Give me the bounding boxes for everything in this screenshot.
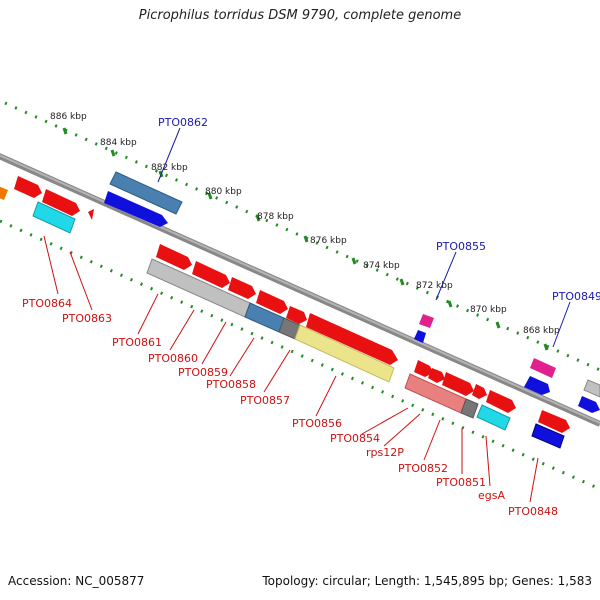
gene-label: PTO0849 xyxy=(552,290,600,303)
band-cyan xyxy=(32,201,76,234)
gene-red xyxy=(472,384,487,399)
gene-label: PTO0848 xyxy=(508,505,558,518)
gene-orange xyxy=(0,186,8,200)
label-leaders-bottom xyxy=(43,235,539,503)
genome-stats-label: Topology: circular; Length: 1,545,895 bp… xyxy=(262,574,592,588)
band-steelblue xyxy=(109,171,183,215)
scale-ticks xyxy=(62,127,549,351)
scale-label: 876 kbp xyxy=(310,236,347,246)
gene-label: PTO0862 xyxy=(158,116,208,129)
gene-labels-bottom: PTO0864 PTO0863 PTO0861 PTO0860 PTO0859 … xyxy=(22,297,558,518)
gene-label: PTO0859 xyxy=(178,366,228,379)
scale-label: 880 kbp xyxy=(205,187,242,197)
gene-red xyxy=(306,313,398,365)
gene-label: PTO0858 xyxy=(206,378,256,391)
scale-label: 878 kbp xyxy=(257,212,294,222)
band-khaki xyxy=(294,324,395,383)
feature-bands xyxy=(32,171,600,449)
genes-forward xyxy=(0,176,570,433)
gene-red xyxy=(256,290,288,314)
scale-label: 874 kbp xyxy=(363,261,400,271)
scale-labels: 886 kbp 884 kbp 882 kbp 880 kbp 878 kbp … xyxy=(50,112,560,336)
gene-blue xyxy=(104,191,168,227)
accession-label: Accession: NC_005877 xyxy=(8,574,145,588)
gene-label: PTO0860 xyxy=(148,352,198,365)
scale-label: 870 kbp xyxy=(470,305,507,315)
band-gray xyxy=(583,379,600,398)
gene-red xyxy=(14,176,42,198)
genome-backbone xyxy=(0,153,600,427)
gene-red xyxy=(442,372,474,396)
gene-magenta xyxy=(530,358,556,378)
gene-blue xyxy=(578,396,600,413)
gene-red xyxy=(486,390,516,413)
gene-label: PTO0864 xyxy=(22,297,72,310)
scale-label: 884 kbp xyxy=(100,138,137,148)
guide-track-inner xyxy=(0,219,600,491)
gene-label: PTO0863 xyxy=(62,312,112,325)
gene-label: PTO0861 xyxy=(112,336,162,349)
gene-blue xyxy=(414,330,426,343)
gene-magenta xyxy=(419,314,434,328)
gene-labels-top: PTO0862 PTO0855 PTO0849 xyxy=(158,116,600,303)
gene-red xyxy=(42,189,80,216)
gene-red xyxy=(414,360,433,377)
gene-red xyxy=(228,277,256,299)
gene-label: PTO0854 xyxy=(330,432,380,445)
scale-label: 882 kbp xyxy=(151,163,188,173)
gene-blue xyxy=(524,376,550,395)
gene-label: PTO0852 xyxy=(398,462,448,475)
scale-label: 868 kbp xyxy=(523,326,560,336)
genes-reverse xyxy=(104,191,600,413)
gene-red-small xyxy=(88,209,94,220)
gene-red xyxy=(286,306,307,324)
map-title: Picrophilus torridus DSM 9790, complete … xyxy=(138,8,462,23)
band-darkgray xyxy=(460,398,479,419)
scale-label: 872 kbp xyxy=(416,281,453,291)
gene-label: PTO0856 xyxy=(292,417,342,430)
gene-label: PTO0857 xyxy=(240,394,290,407)
band-cyan xyxy=(476,404,511,431)
scale-label: 886 kbp xyxy=(50,112,87,122)
gene-label: PTO0855 xyxy=(436,240,486,253)
gene-red xyxy=(156,244,192,270)
band-blue xyxy=(531,423,565,449)
label-leaders-top xyxy=(157,127,571,348)
gene-label: PTO0851 xyxy=(436,476,486,489)
gene-red xyxy=(538,410,570,433)
gene-red xyxy=(192,261,230,288)
gene-label: rps12P xyxy=(366,446,404,459)
gene-label: egsA xyxy=(478,489,505,502)
gene-red xyxy=(428,368,445,383)
